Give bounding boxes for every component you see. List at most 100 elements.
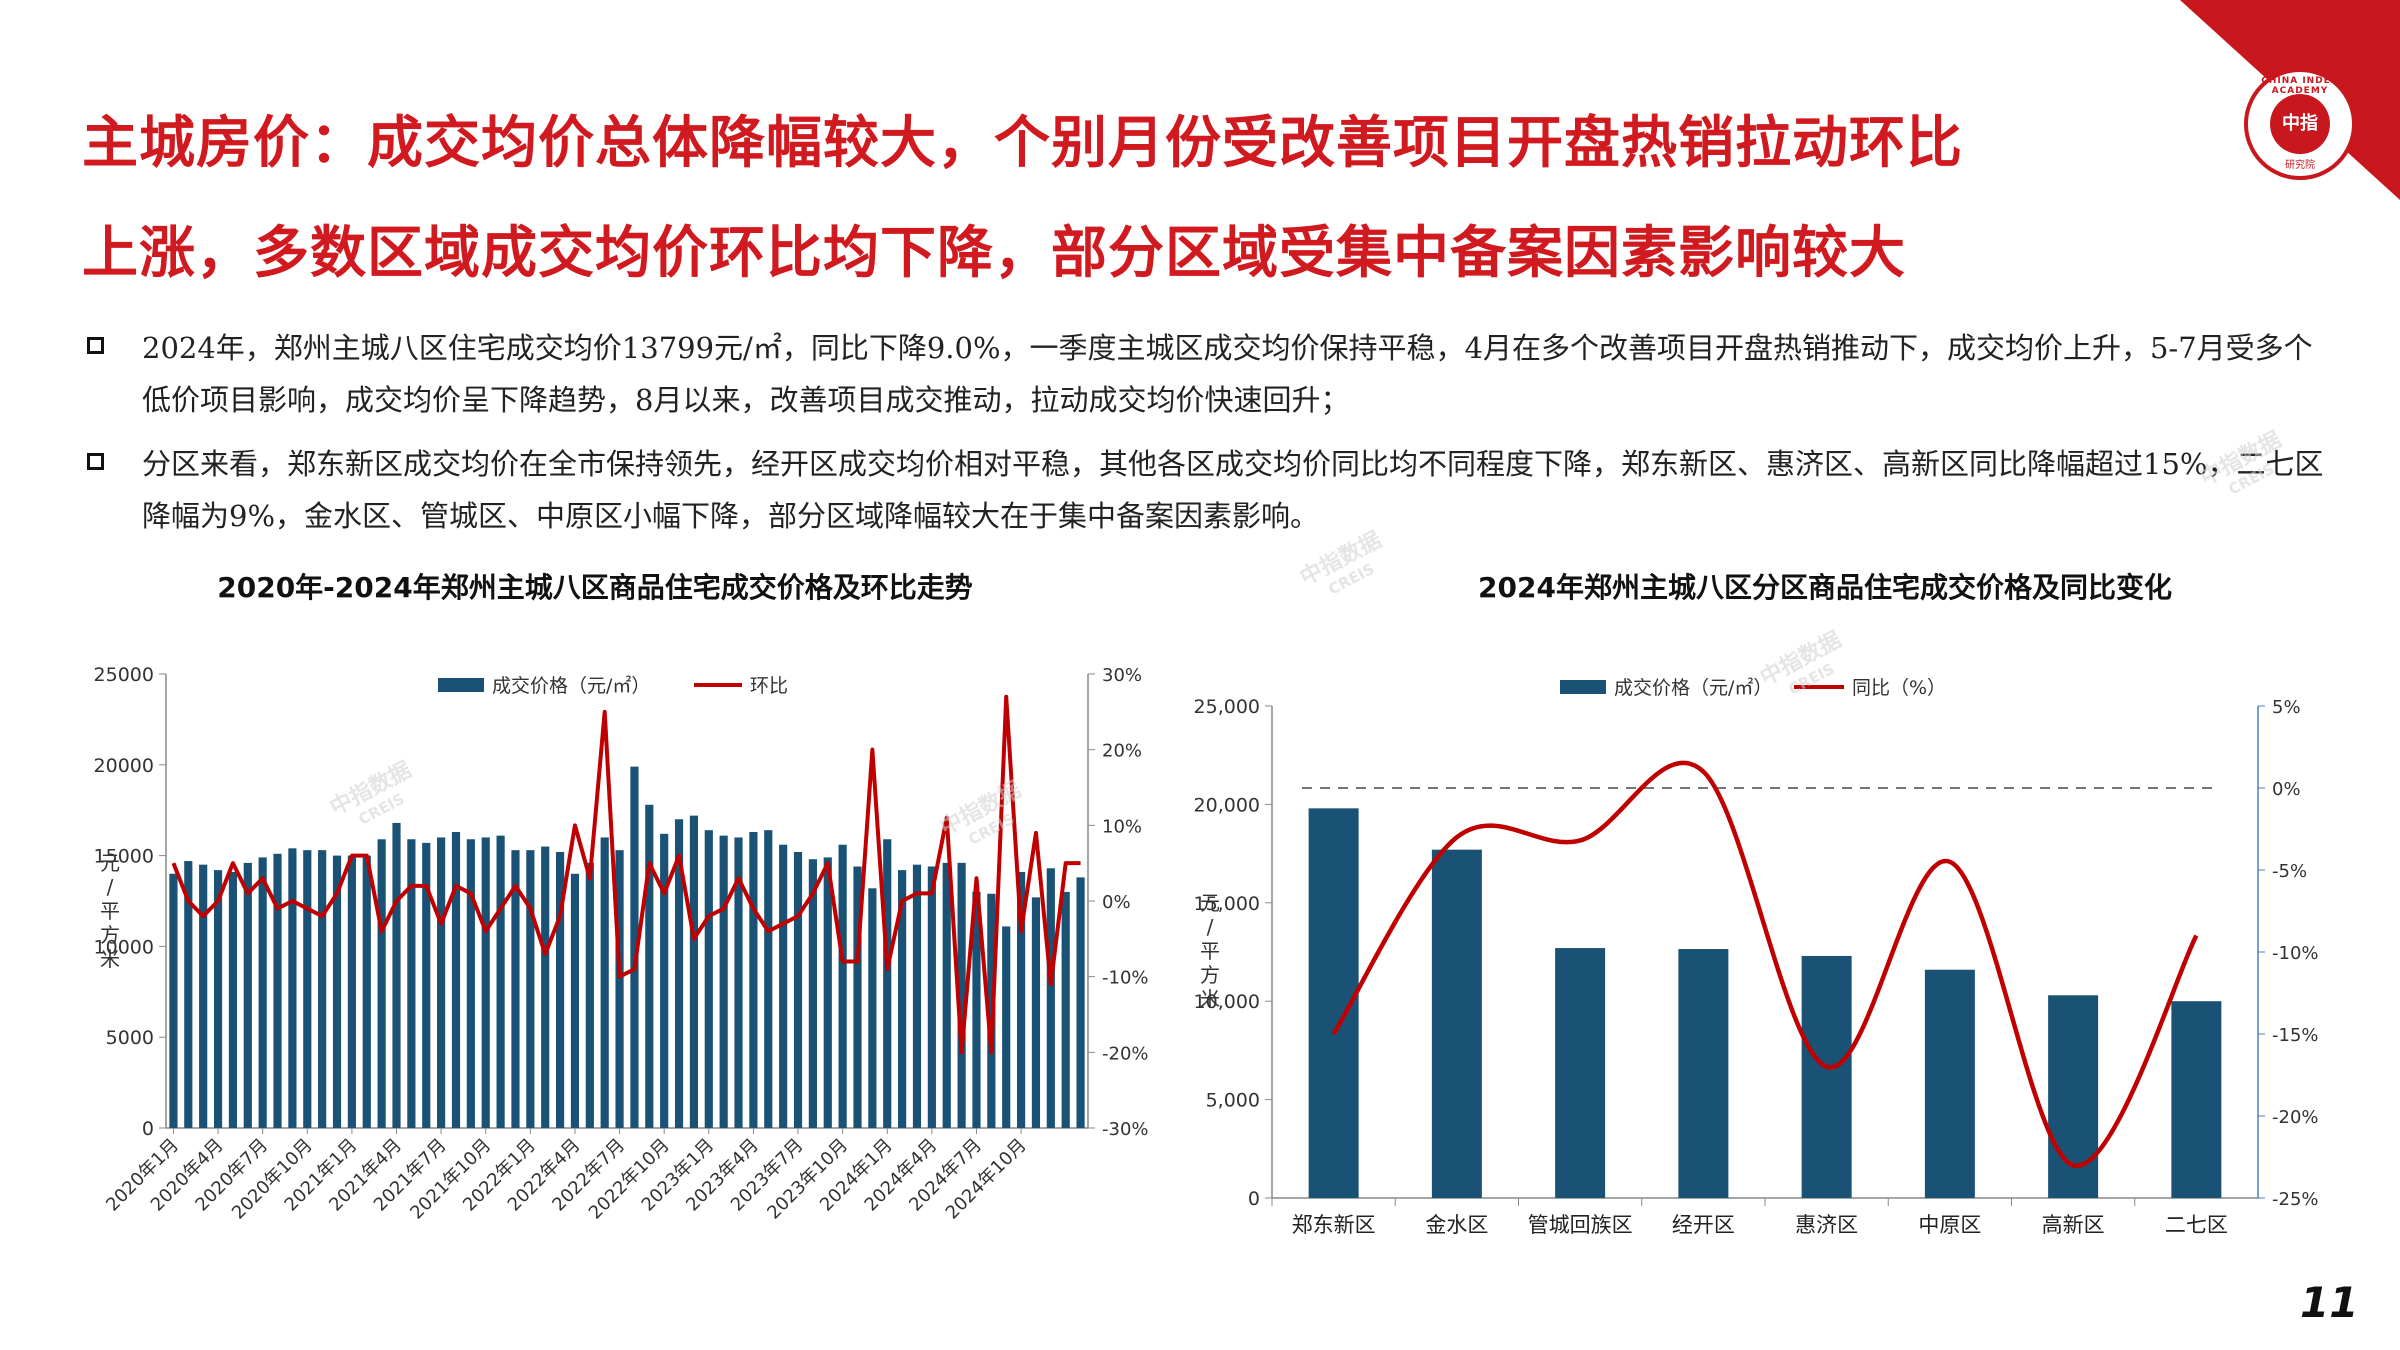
legend-line-label: 环比 — [750, 675, 788, 697]
y2-tick-label: -20% — [2272, 1107, 2319, 1128]
x-category-label: 金水区 — [1425, 1213, 1488, 1237]
district-price-bar — [2171, 1001, 2222, 1198]
logo-center-text: 中指 — [2270, 94, 2330, 154]
price-bar — [496, 835, 505, 1128]
price-bar — [199, 864, 208, 1128]
y-tick-label: 10,000 — [1194, 991, 1260, 1013]
price-bar — [273, 853, 282, 1128]
y-tick-label: 0 — [142, 1118, 154, 1140]
price-bar — [838, 844, 847, 1128]
y2-tick-label: -5% — [2272, 861, 2307, 882]
price-bar — [912, 864, 922, 1128]
y2-tick-label: -10% — [2272, 943, 2319, 964]
price-bar — [600, 837, 609, 1128]
price-bar — [377, 839, 386, 1128]
price-bar — [927, 866, 936, 1128]
price-bar — [437, 837, 446, 1128]
price-bar — [288, 848, 297, 1128]
y-tick-label: 5,000 — [1206, 1090, 1260, 1112]
y-axis-label-char: 米 — [1200, 987, 1220, 1011]
legend-line-label: 同比（%） — [1852, 677, 1946, 699]
price-bar — [228, 871, 238, 1128]
y-tick-label: 10000 — [94, 936, 154, 958]
price-bar — [362, 855, 371, 1128]
price-bar — [734, 837, 743, 1128]
price-bar — [347, 855, 356, 1128]
y2-tick-label: 20% — [1102, 741, 1142, 762]
price-bar — [213, 870, 223, 1128]
price-bar — [1002, 926, 1011, 1128]
y-axis-label-char: 方 — [1200, 963, 1220, 987]
price-bar — [555, 851, 565, 1128]
price-bar — [451, 831, 461, 1128]
x-category-label: 惠济区 — [1795, 1213, 1858, 1237]
y2-tick-label: 5% — [2272, 697, 2301, 718]
price-bar — [764, 830, 773, 1128]
price-bar — [526, 850, 535, 1128]
price-bar — [422, 842, 431, 1128]
legend-bar-swatch — [1560, 680, 1606, 694]
legend-bar-swatch — [438, 678, 484, 692]
price-bar — [169, 873, 178, 1128]
price-bar — [570, 873, 580, 1128]
price-bar — [466, 839, 475, 1128]
price-bar — [674, 819, 684, 1128]
price-bar — [823, 857, 832, 1128]
x-category-label: 郑东新区 — [1292, 1213, 1376, 1237]
y2-tick-label: -10% — [1102, 968, 1149, 989]
chart1-title: 2020年-2024年郑州主城八区商品住宅成交价格及环比走势 — [217, 571, 973, 604]
y-tick-label: 0 — [1248, 1188, 1260, 1210]
y-tick-label: 25000 — [94, 664, 154, 686]
bullet-text: 2024年，郑州主城八区住宅成交均价13799元/㎡，同比下降9.0%，一季度主… — [142, 331, 2313, 417]
y-tick-label: 20,000 — [1194, 794, 1260, 816]
x-category-label: 中原区 — [1918, 1213, 1981, 1237]
y2-tick-label: -15% — [2272, 1025, 2319, 1046]
price-bar — [1046, 868, 1055, 1128]
price-bar — [808, 859, 817, 1128]
price-bar — [779, 844, 788, 1128]
y-tick-label: 20000 — [94, 755, 154, 777]
price-bar — [660, 833, 669, 1128]
y2-tick-label: -30% — [1102, 1119, 1149, 1140]
price-bar — [184, 861, 193, 1128]
chart2-district-prices: 0 5,000 10,000 15,000 20,000 25,000 -25% -20% -1… — [1194, 676, 2319, 1237]
y-tick-label: 25,000 — [1194, 696, 1260, 718]
district-price-bar — [1431, 849, 1482, 1198]
price-bar — [541, 846, 550, 1128]
x-category-label: 经开区 — [1672, 1213, 1735, 1237]
y-axis-label-char: 平 — [100, 899, 120, 923]
price-bar — [704, 830, 713, 1128]
price-bar — [942, 862, 951, 1128]
price-bar — [645, 804, 654, 1128]
x-category-label: 二七区 — [2165, 1213, 2228, 1237]
price-bar — [1031, 897, 1041, 1128]
y-axis-label-char: 米 — [100, 947, 120, 971]
page-title-line-1: 主城房价：成交均价总体降幅较大，个别月份受改善项目开盘热销拉动环比 — [82, 111, 1963, 176]
price-bar — [407, 839, 416, 1128]
page-number: 11 — [2300, 1278, 2359, 1327]
logo-bottom-text: 研究院 — [2285, 160, 2315, 171]
price-bar — [719, 835, 728, 1128]
legend-bar-label: 成交价格（元/㎡） — [492, 674, 650, 697]
price-bar — [868, 888, 877, 1128]
price-bar — [749, 831, 758, 1128]
price-bar — [689, 815, 699, 1128]
y-axis-label-char: 平 — [1200, 939, 1220, 963]
price-bar — [615, 850, 624, 1128]
bullet-square-icon — [87, 337, 104, 354]
bullet-square-icon — [87, 453, 104, 470]
y-axis-label-char: 元 — [1200, 891, 1220, 915]
y2-tick-label: -25% — [2272, 1189, 2319, 1210]
district-price-bar — [1801, 955, 1852, 1198]
legend-bar-label: 成交价格（元/㎡） — [1614, 676, 1772, 699]
price-bar — [392, 822, 401, 1128]
price-bar — [1076, 877, 1085, 1128]
chart2-title: 2024年郑州主城八区分区商品住宅成交价格及同比变化 — [1478, 571, 2172, 604]
price-bar — [1016, 871, 1026, 1128]
y2-tick-label: -20% — [1102, 1043, 1149, 1064]
y2-tick-label: 0% — [1102, 892, 1131, 913]
bullet-text: 分区来看，郑东新区成交均价在全市保持领先，经开区成交均价相对平稳，其他各区成交均… — [142, 447, 2324, 533]
price-bar — [630, 766, 639, 1128]
price-bar — [793, 851, 803, 1128]
x-category-label: 高新区 — [2042, 1213, 2105, 1237]
